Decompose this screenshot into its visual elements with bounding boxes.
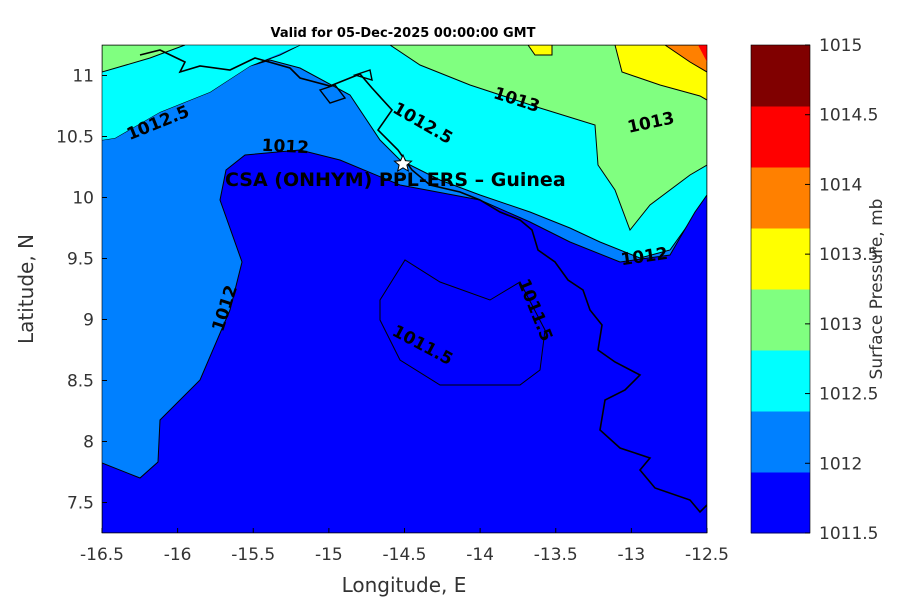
colorbar-band [751, 472, 810, 534]
y-tick-label: 10.5 [56, 128, 94, 148]
y-tick-label: 11 [72, 67, 94, 87]
x-tick-label: -16.5 [80, 545, 124, 565]
y-tick-label: 7.5 [67, 494, 94, 514]
y-tick-label: 9.5 [67, 250, 94, 270]
colorbar-tick-label: 1014.5 [819, 106, 878, 126]
colorbar-band [751, 45, 810, 107]
x-tick-label: -14 [466, 545, 494, 565]
x-tick-label: -14.5 [383, 545, 427, 565]
colorbar-band [751, 106, 810, 168]
x-tick-label: -13.5 [534, 545, 578, 565]
band-1013-5 [527, 45, 707, 101]
colorbar-band [751, 350, 810, 412]
y-tick-label: 8 [83, 433, 94, 453]
colorbar-band [751, 411, 810, 473]
x-tick-label: -15 [315, 545, 343, 565]
band-1013 [389, 45, 707, 231]
colorbar-band [751, 228, 810, 290]
star-marker-icon [393, 153, 413, 173]
colorbar-tick-label: 1013.5 [819, 245, 878, 265]
band-1014 [664, 45, 707, 73]
band-1014-5 [698, 45, 707, 62]
colorbar-band [751, 167, 810, 229]
x-tick-label: -13 [617, 545, 645, 565]
x-tick-label: -16 [164, 545, 192, 565]
x-tick-label: -15.5 [231, 545, 275, 565]
band-1012-5-fill [102, 45, 300, 140]
contour-map [102, 45, 707, 533]
chart-title: Valid for 05-Dec-2025 00:00:00 GMT [271, 26, 536, 41]
colorbar-tick-label: 1013 [819, 315, 862, 335]
x-tick-label: -12.5 [685, 545, 729, 565]
y-axis: 7.5 8 8.5 9 9.5 10 10.5 11 [56, 67, 107, 514]
colorbar-tick-label: 1011.5 [819, 524, 878, 544]
colorbar-frame [750, 44, 811, 534]
y-tick-label: 9 [83, 311, 94, 331]
island [318, 69, 373, 104]
colorbar-tick-label: 1015 [819, 36, 862, 56]
contour-1011-5 [379, 259, 546, 386]
colorbar: 1011.5 1012 1012.5 1013 1013.5 1014 1014.5 1015 [750, 36, 878, 544]
y-tick-label: 10 [72, 189, 94, 209]
x-axis: -16.5 -16 -15.5 -15 -14.5 -14 -13.5 -13 -12.5 [80, 528, 729, 565]
colorbar-label: Surface Pressure, mb [867, 199, 887, 380]
y-axis-label: Latitude, N [14, 234, 38, 344]
x-axis-label: Longitude, E [342, 573, 467, 597]
site-annotation: CSA (ONHYM) PPL-ERS – Guinea [225, 169, 566, 191]
coastline [139, 49, 707, 514]
colorbar-band [751, 289, 810, 351]
colorbar-tick-label: 1014 [819, 175, 862, 195]
band-1011-5 [102, 149, 707, 533]
y-tick-label: 8.5 [67, 372, 94, 392]
contour-label: 1012 [261, 136, 309, 158]
colorbar-tick-label: 1012.5 [819, 385, 878, 405]
colorbar-tick-label: 1012 [819, 454, 862, 474]
